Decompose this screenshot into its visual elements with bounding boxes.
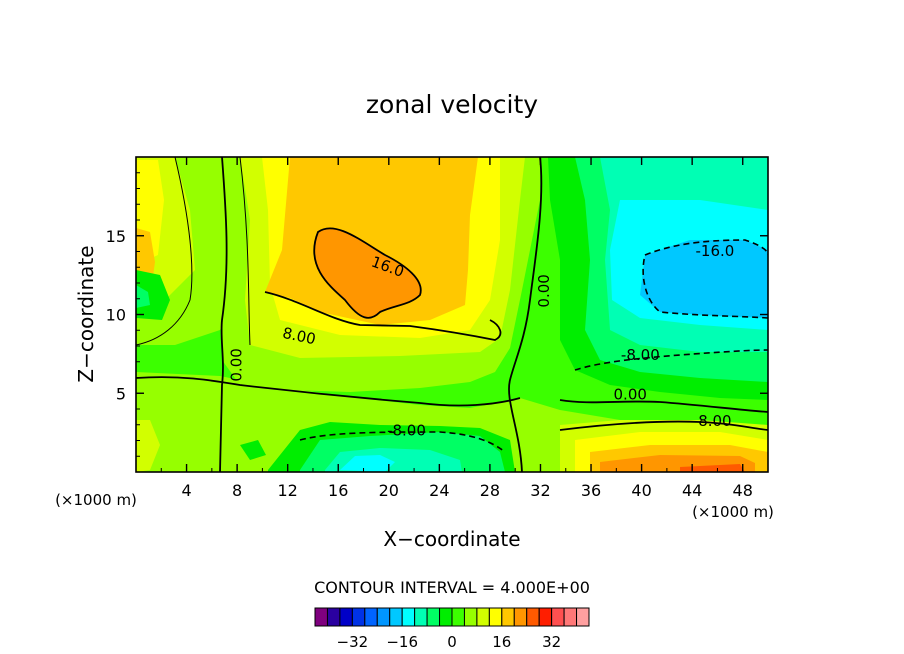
contour-line-4-left — [136, 157, 193, 346]
y-tick-label: 10 — [106, 306, 126, 325]
colorbar-swatch — [314, 607, 328, 627]
colorbar-swatch — [451, 607, 465, 627]
x-tick-label: 4 — [181, 481, 191, 500]
contour-line-minus8-right — [574, 349, 768, 371]
contour-label: -16.0 — [696, 242, 735, 260]
fill-level-minus8-minus4-left — [136, 285, 150, 308]
x-tick-label: 36 — [581, 481, 601, 500]
colorbar-swatch — [426, 607, 441, 627]
colorbar-swatch — [463, 607, 478, 627]
x-tick-label: 12 — [278, 481, 298, 500]
x-tick-label: 8 — [232, 481, 242, 500]
colorbar-tick-label: 0 — [447, 633, 457, 651]
contour-label: -8.00 — [387, 422, 426, 440]
colorbar-swatch — [376, 607, 391, 627]
colorbar-swatch — [339, 607, 353, 627]
colorbar-swatch — [351, 607, 366, 627]
x-axis: 4 8 12 16 20 24 28 32 36 40 44 48 — [160, 157, 753, 500]
x-tick-label: 32 — [530, 481, 550, 500]
colorbar-swatch — [389, 607, 403, 627]
contour-line-8 — [264, 291, 502, 341]
contour-line-minus8-bottom — [299, 431, 506, 453]
fill-level-24-28-bottom-right — [680, 464, 745, 472]
colorbar-tick-label: −32 — [337, 633, 369, 651]
colorbar-tick-label: 16 — [492, 633, 511, 651]
y-axis-title: Z−coordinate — [74, 245, 98, 382]
fill-level-minus4-0-small — [240, 440, 266, 460]
x-tick-label: 20 — [379, 481, 399, 500]
colorbar-swatch — [326, 607, 341, 627]
fill-level-16-20-center — [265, 157, 478, 325]
colorbar-swatch — [576, 607, 590, 627]
y-axis: 5 10 15 — [106, 172, 768, 457]
contour-label: -8.00 — [621, 346, 660, 364]
colorbar-tick-label: 32 — [542, 633, 561, 651]
contour-line-0-left — [219, 157, 228, 472]
x-unit-label-left: (×1000 m) — [55, 491, 137, 509]
fill-level-minus4-0-left — [136, 270, 170, 320]
chart-title: zonal velocity — [366, 90, 538, 119]
x-tick-label: 40 — [631, 481, 651, 500]
contour-line-8-right — [559, 420, 768, 431]
contour-plot-area — [136, 157, 768, 472]
x-unit-label-right: (×1000 m) — [692, 503, 774, 521]
colorbar-swatch — [526, 607, 540, 627]
colorbar-tick-label: −16 — [386, 633, 418, 651]
y-tick-label: 15 — [106, 227, 126, 246]
colorbar-swatch — [501, 607, 515, 627]
colorbar-swatch — [513, 607, 528, 627]
x-tick-label: 28 — [480, 481, 500, 500]
contour-line-4-center — [239, 157, 251, 346]
contour-line-16 — [313, 227, 422, 319]
colorbar-swatch — [364, 607, 378, 627]
contour-labels: 16.08.000.000.00-16.0-8.000.008.00-8.00 — [228, 242, 735, 440]
colorbar-swatch — [551, 607, 565, 627]
contour-label: 8.00 — [698, 412, 731, 430]
colorbar — [314, 607, 590, 627]
colorbar-swatch — [401, 607, 416, 627]
contour-line-minus16 — [642, 239, 768, 319]
fill-level-minus16-minus12-bottom — [340, 455, 395, 472]
x-tick-label: 44 — [682, 481, 702, 500]
colorbar-swatch — [563, 607, 578, 627]
fill-level-8-12-bottom-left — [136, 420, 160, 472]
contour-line-0-center — [508, 157, 543, 472]
x-axis-title: X−coordinate — [383, 527, 520, 551]
contour-interval-label: CONTOUR INTERVAL = 4.000E+00 — [314, 578, 590, 597]
colorbar-swatch — [476, 607, 490, 627]
colorbar-swatch — [488, 607, 503, 627]
colorbar-swatch — [439, 607, 453, 627]
contour-label: 0.00 — [614, 385, 647, 403]
x-tick-label: 16 — [328, 481, 348, 500]
colorbar-swatch — [538, 607, 553, 627]
contour-line-0-lower — [136, 376, 521, 407]
x-tick-label: 48 — [733, 481, 753, 500]
contour-label: 0.00 — [228, 348, 246, 381]
contour-lines — [136, 157, 768, 472]
y-tick-label: 5 — [116, 384, 126, 403]
x-tick-label: 24 — [429, 481, 449, 500]
contour-label: 0.00 — [535, 274, 553, 307]
fill-level-minus20-minus16-right — [640, 240, 768, 318]
contour-line-0-right — [559, 399, 768, 413]
colorbar-tick-labels: −32 −16 0 16 32 — [337, 633, 562, 651]
colorbar-swatch — [414, 607, 428, 627]
